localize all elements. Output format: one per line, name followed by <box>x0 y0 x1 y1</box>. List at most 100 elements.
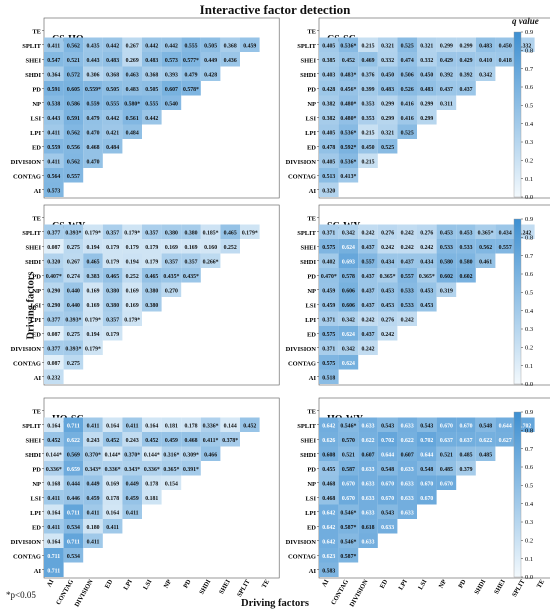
x-tick-label: CONTAG <box>55 579 75 607</box>
heatmap-cell <box>44 282 64 297</box>
cell-value-label: 0.546* <box>340 510 356 516</box>
heatmap-cell <box>338 461 359 476</box>
heatmap-cell <box>102 490 123 505</box>
heatmap-cell <box>63 355 84 370</box>
cell-value-label: 0.453 <box>381 303 394 309</box>
heatmap-cell <box>338 66 359 81</box>
heatmap-cell <box>417 110 437 125</box>
cell-value-label: 0.232 <box>47 375 60 381</box>
heatmap-cell <box>397 224 417 239</box>
heatmap-cell <box>338 124 359 139</box>
heatmap-cell <box>102 66 123 81</box>
heatmap-cell <box>200 37 221 52</box>
heatmap-cell <box>358 490 378 505</box>
y-tick-label: SHDI <box>300 72 316 79</box>
colorbar: 0.0 0.1 0.2 0.3 0.4 0.5 0.6 0.7 0.8 0.9 <box>513 409 534 581</box>
cell-value-label: 0.357 <box>165 259 178 265</box>
y-tick-label: LSI <box>31 495 42 502</box>
heatmap-cell <box>377 81 398 96</box>
heatmap-cell <box>181 66 201 81</box>
heatmap-cell <box>397 475 417 490</box>
cell-value-label: 0.561 <box>126 116 139 122</box>
heatmap-cell <box>377 124 398 139</box>
cell-value-label: 0.266* <box>203 259 219 265</box>
heatmap-cell <box>377 224 398 239</box>
cell-value-label: 0.306 <box>86 72 99 78</box>
heatmap-cell <box>200 253 221 268</box>
y-tick-label: SHDI <box>300 452 316 459</box>
heatmap-cell <box>181 81 201 96</box>
x-tick-label: TE <box>536 579 546 590</box>
y-tick-label: AI <box>309 188 317 195</box>
x-tick-label: PD <box>182 578 193 589</box>
x-axis-label: Driving factors <box>241 598 309 609</box>
heatmap-cell <box>456 52 476 67</box>
cell-value-label: 0.411 <box>126 423 139 429</box>
heatmap-cell <box>417 268 437 283</box>
heatmap-cell <box>436 66 457 81</box>
heatmap-cell <box>83 52 103 67</box>
y-tick-label: DIVISION <box>286 346 317 353</box>
heatmap-cell <box>181 446 201 461</box>
cell-value-label: 0.429 <box>459 58 472 64</box>
heatmap-cell <box>417 95 437 110</box>
cell-value-label: 0.434 <box>420 259 433 265</box>
cell-value-label: 0.624 <box>342 332 355 338</box>
cell-value-label: 0.410 <box>479 58 492 64</box>
y-tick-label: SPLIT <box>297 423 316 430</box>
cell-value-label: 0.169 <box>86 303 99 309</box>
cell-value-label: 0.179 <box>145 259 158 265</box>
cell-value-label: 0.633 <box>381 525 394 531</box>
cell-value-label: 0.587 <box>342 467 355 473</box>
heatmap-cell <box>102 326 123 341</box>
heatmap-cell <box>358 533 378 548</box>
heatmap-cell <box>319 139 339 154</box>
cell-value-label: 0.459 <box>322 288 335 294</box>
cell-value-label: 0.179 <box>106 259 119 265</box>
y-tick-label: DIVISION <box>286 159 317 166</box>
cell-value-label: 0.411 <box>47 130 60 136</box>
cell-value-label: 0.267 <box>67 259 80 265</box>
cell-value-label: 0.242 <box>401 317 414 323</box>
heatmap-cell <box>319 369 339 384</box>
heatmap-cell <box>102 311 123 326</box>
heatmap-cell <box>44 461 64 476</box>
y-tick-label: AI <box>34 188 42 195</box>
cell-value-label: 0.442 <box>165 43 178 49</box>
heatmap-cell <box>377 253 398 268</box>
cell-value-label: 0.562 <box>67 43 80 49</box>
cell-value-label: 0.179* <box>85 230 101 236</box>
x-tick-label: SHDI <box>198 578 212 596</box>
x-tick-label: SHEI <box>493 578 507 595</box>
cell-value-label: 0.429 <box>440 58 453 64</box>
heatmap-cell <box>397 239 417 254</box>
heatmap-cell <box>319 340 339 355</box>
cell-value-label: 0.178 <box>145 481 158 487</box>
heatmap-cell <box>44 369 64 384</box>
cell-value-label: 0.215 <box>361 43 374 49</box>
heatmap-cell <box>83 533 103 548</box>
heatmap-cell <box>495 52 515 67</box>
heatmap-cell <box>200 224 221 239</box>
cell-value-label: 0.252 <box>224 245 237 251</box>
heatmap-cell <box>377 110 398 125</box>
cell-value-label: 0.416 <box>401 101 414 107</box>
cell-value-label: 0.575 <box>322 332 335 338</box>
heatmap-cell <box>83 490 103 505</box>
cell-value-label: 0.644 <box>381 452 394 458</box>
heatmap-cell <box>436 461 457 476</box>
heatmap-cell <box>83 446 103 461</box>
heatmap-cell <box>102 282 123 297</box>
heatmap-cell <box>338 355 359 370</box>
heatmap-cell <box>319 81 339 96</box>
heatmap-cell <box>397 461 417 476</box>
heatmap-cell <box>142 95 162 110</box>
heatmap-cell <box>319 224 339 239</box>
cell-value-label: 0.336* <box>203 423 219 429</box>
heatmap-cell <box>63 110 84 125</box>
cell-value-label: 0.470* <box>321 274 337 280</box>
x-tick-label: ED <box>379 578 390 590</box>
heatmap-cell <box>102 253 123 268</box>
cell-value-label: 0.633 <box>361 423 374 429</box>
cell-value-label: 0.580* <box>124 101 140 107</box>
